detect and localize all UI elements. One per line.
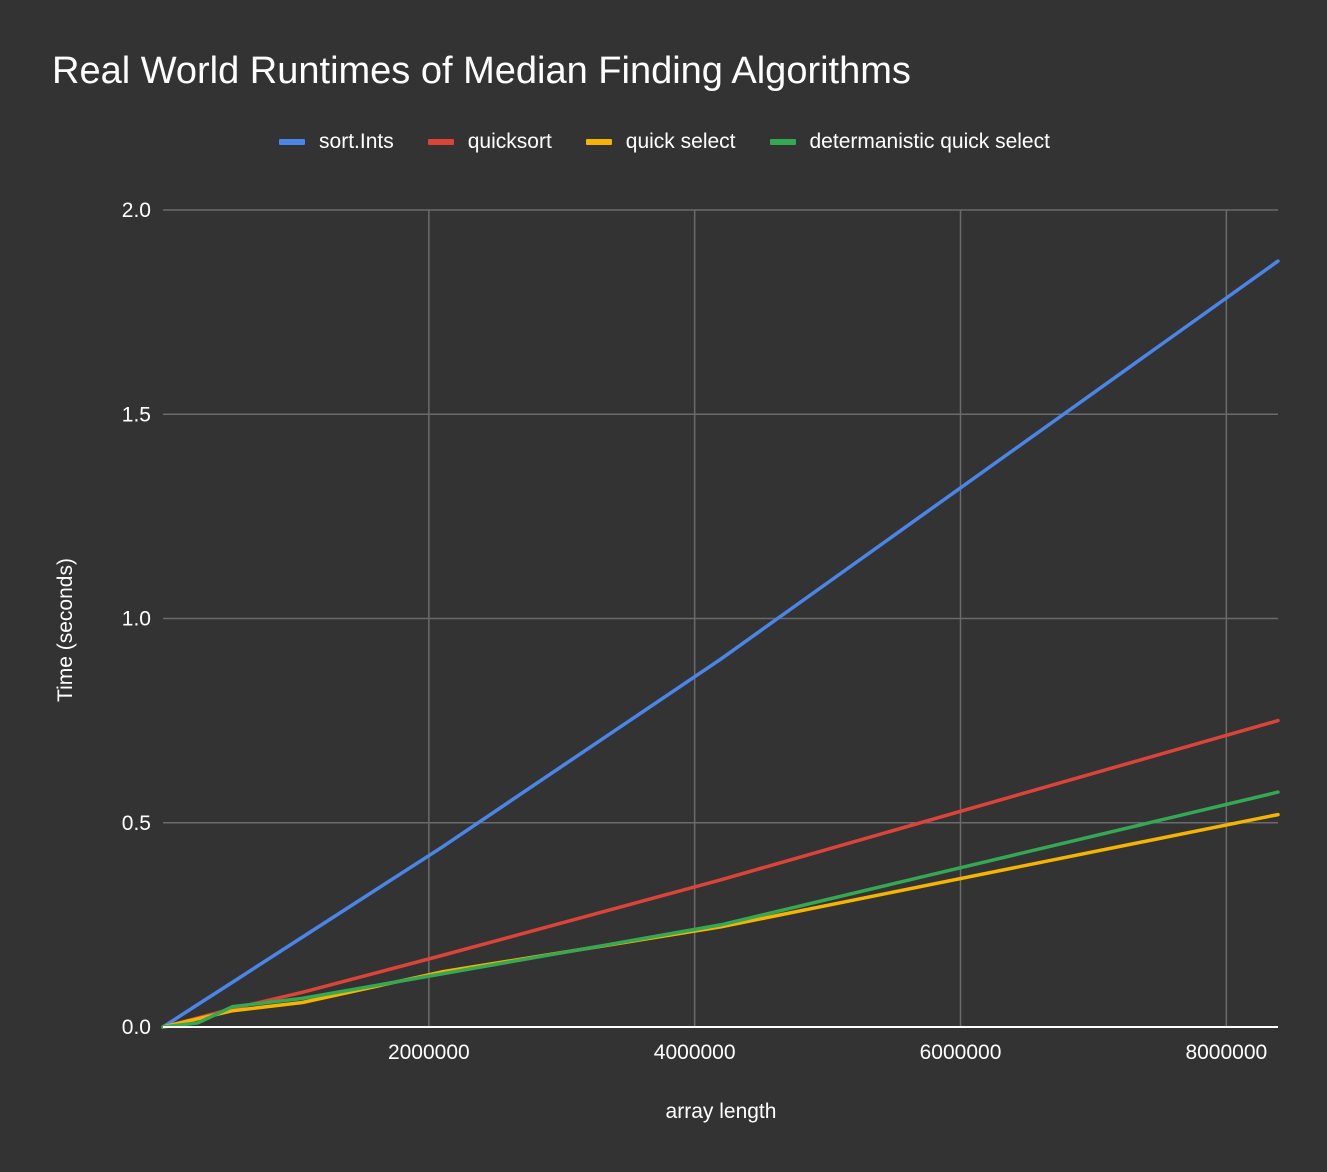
x-tick-label: 4000000 bbox=[654, 1041, 736, 1064]
y-tick-label: 1.5 bbox=[122, 403, 151, 426]
legend-label: quick select bbox=[625, 130, 736, 153]
y-axis-label: Time (seconds) bbox=[54, 558, 77, 702]
series-line-quick-select bbox=[161, 812, 1280, 1029]
tick-layer: 0.0 0.5 1.0 1.5 2.0 2000000 4000000 6000000 8000… bbox=[122, 199, 1278, 1064]
legend-swatch bbox=[279, 139, 306, 145]
y-tick-label: 1.0 bbox=[122, 608, 151, 631]
legend-item: quick select bbox=[585, 130, 736, 154]
y-tick-label: 2.0 bbox=[122, 199, 151, 222]
series-line-quicksort bbox=[161, 718, 1280, 1029]
y-tick-label: 0.5 bbox=[122, 812, 151, 835]
legend-item: determanistic quick select bbox=[769, 130, 1050, 154]
x-tick-label: 8000000 bbox=[1185, 1041, 1267, 1064]
grid-layer bbox=[163, 209, 1278, 1027]
legend-label: quicksort bbox=[467, 130, 552, 153]
legend-item: sort.Ints bbox=[279, 130, 394, 154]
chart-title: Real World Runtimes of Median Finding Al… bbox=[52, 50, 911, 92]
x-axis-label: array length bbox=[666, 1100, 777, 1123]
series-line-determanistic-quick-select bbox=[161, 790, 1280, 1029]
y-tick-label: 0.0 bbox=[122, 1016, 151, 1039]
x-tick-label: 6000000 bbox=[920, 1041, 1002, 1064]
legend-swatch bbox=[427, 139, 454, 145]
legend-label: determanistic quick select bbox=[809, 130, 1050, 153]
legend-item: quicksort bbox=[427, 130, 552, 154]
legend-label: sort.Ints bbox=[319, 130, 394, 153]
legend-swatch bbox=[585, 139, 612, 145]
series-line-sort-ints bbox=[161, 259, 1280, 1029]
series-layer bbox=[161, 259, 1280, 1029]
x-tick-label: 2000000 bbox=[388, 1041, 470, 1064]
legend: sort.Ints quicksort quick select determanis… bbox=[0, 130, 1327, 154]
legend-swatch bbox=[769, 139, 796, 145]
